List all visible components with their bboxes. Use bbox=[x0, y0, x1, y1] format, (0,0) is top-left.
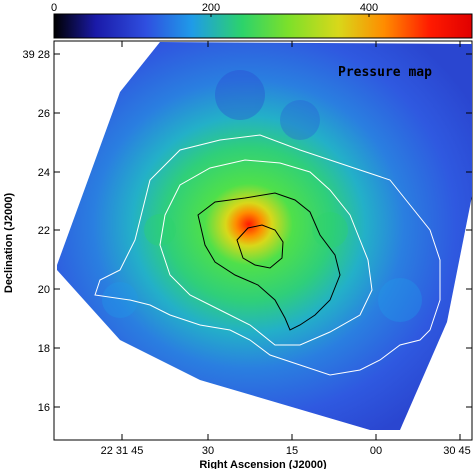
y-tick-label: 20 bbox=[38, 284, 50, 296]
pressure-map-image bbox=[57, 42, 472, 430]
outer-contour-white bbox=[94, 134, 441, 376]
colorbar-tick-0: 0 bbox=[51, 2, 57, 14]
colorbar-tick-400: 400 bbox=[360, 2, 378, 14]
colorbar-tick-200: 200 bbox=[202, 2, 220, 14]
y-axis-title: Declination (J2000) bbox=[3, 193, 15, 294]
x-tick-label: 30 45 bbox=[443, 445, 471, 457]
map-title: Pressure map bbox=[338, 65, 432, 80]
y-axis: 39 28 26 24 22 20 18 16 bbox=[22, 49, 472, 414]
x-tick-label: 15 bbox=[286, 445, 298, 457]
core-contour-black bbox=[236, 224, 284, 269]
colorbar: 0 200 400 bbox=[51, 2, 473, 39]
y-tick-label: 26 bbox=[38, 108, 50, 120]
y-tick-label: 16 bbox=[38, 402, 50, 414]
y-tick-label: 22 bbox=[38, 225, 50, 237]
colorbar-gradient bbox=[53, 13, 473, 39]
x-tick-label: 30 bbox=[202, 445, 214, 457]
mid-contour-white bbox=[159, 159, 373, 346]
x-axis-title: Right Ascension (J2000) bbox=[199, 459, 327, 469]
y-tick-label: 24 bbox=[38, 167, 50, 179]
y-tick-label: 18 bbox=[38, 343, 50, 355]
x-tick-label: 00 bbox=[370, 445, 382, 457]
x-tick-label: 22 31 45 bbox=[101, 445, 144, 457]
contours bbox=[94, 134, 441, 376]
x-axis: 22 31 45 30 15 00 30 45 bbox=[101, 41, 471, 457]
inner-contour-black bbox=[197, 192, 341, 331]
y-tick-label: 39 28 bbox=[22, 49, 50, 61]
